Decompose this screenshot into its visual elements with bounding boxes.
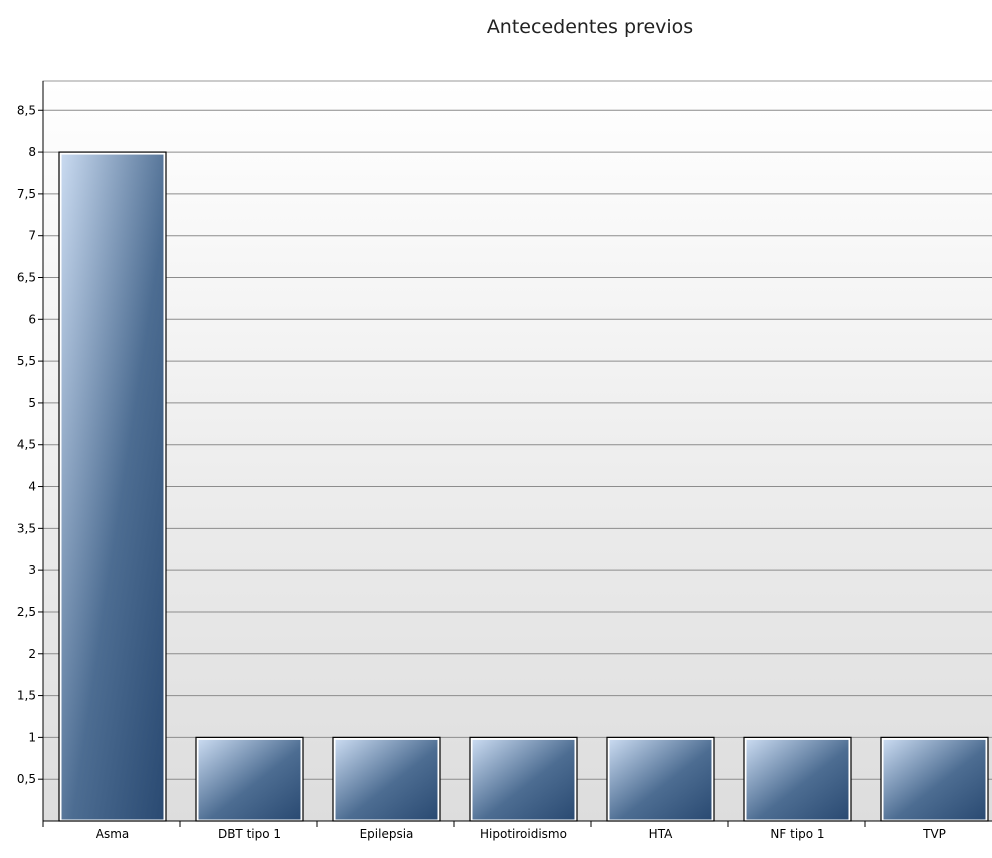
x-tick-label: Epilepsia [360,827,414,841]
gridlines [43,109,992,780]
y-tick-label: 8,5 [17,103,36,117]
bar-fill [61,154,164,820]
x-tick-label: DBT tipo 1 [218,827,281,841]
y-axis-ticks: 0,5 1 1,5 2 2,5 3 3,5 4 4,5 5 5,5 6 6,5 7 7,5 8 8,5 [17,103,43,786]
y-tick-label: 8 [28,145,36,159]
x-tick-label: HTA [649,827,673,841]
y-tick-label: 7 [28,229,36,243]
y-tick-label: 3,5 [17,521,36,535]
x-tick-label: Asma [96,827,130,841]
y-tick-label: 1 [28,730,36,744]
y-tick-label: 4,5 [17,438,36,452]
x-axis-ticks: Asma DBT tipo 1 Epilepsia Hipotiroidismo HTA… [42,821,946,841]
chart-title: Antecedentes previos [486,16,694,38]
bar-fill [746,739,849,820]
bar-fill [335,739,438,820]
plot-area [42,80,992,822]
bar-fill [883,739,986,820]
y-tick-label: 1,5 [17,689,36,703]
y-tick-label: 7,5 [17,187,36,201]
x-tick-label: Hipotiroidismo [480,827,567,841]
y-tick-label: 5,5 [17,354,36,368]
x-tick-label: NF tipo 1 [770,827,824,841]
bar-fill [198,739,301,820]
y-tick-label: 2 [28,647,36,661]
y-tick-label: 5 [28,396,36,410]
y-tick-label: 3 [28,563,36,577]
bar-fill [472,739,575,820]
x-tick-label: TVP [922,827,946,841]
y-tick-label: 2,5 [17,605,36,619]
y-tick-label: 6,5 [17,270,36,284]
y-tick-label: 6 [28,312,36,326]
y-tick-label: 4 [28,480,36,494]
bar-fill [609,739,712,820]
y-tick-label: 0,5 [17,772,36,786]
